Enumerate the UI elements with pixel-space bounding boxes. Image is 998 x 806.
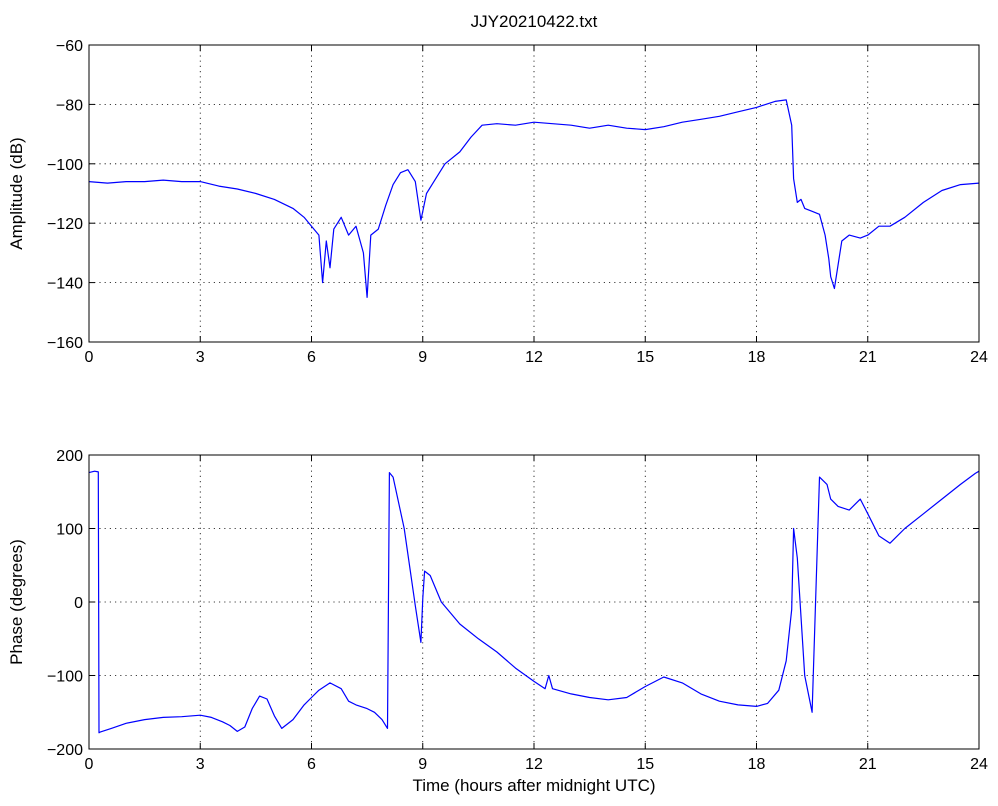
phase-ylabel: Phase (degrees) [7,539,26,665]
phase-ytick-label: 200 [56,448,83,465]
phase-ytick-label: −200 [47,742,83,759]
amplitude-ytick-label: −160 [47,335,83,352]
phase-xtick-label: 9 [418,756,427,773]
phase-xtick-label: 3 [196,756,205,773]
phase-xlabel: Time (hours after midnight UTC) [412,776,655,795]
phase-xtick-label: 18 [748,756,766,773]
phase-xtick-label: 15 [636,756,654,773]
amplitude-plot: 0 3 6 9 12 15 18 21 24 −160 −140 −120 −100 −80 −60 Ampl… [7,38,988,366]
amplitude-xtick-label: 24 [970,349,988,366]
phase-trace [88,470,980,734]
amplitude-ytick-label: −120 [47,216,83,233]
amplitude-ytick-label: −80 [56,97,83,114]
phase-ytick-label: −100 [47,669,83,686]
phase-plot: 0 3 6 9 12 15 18 21 24 −200 −100 0 100 200 Phase (degr… [7,448,988,795]
phase-ytick-label: 0 [74,595,83,612]
amplitude-ytick-label: −100 [47,157,83,174]
phase-xtick-label: 21 [859,756,877,773]
phase-ytick-label: 100 [56,522,83,539]
amplitude-xtick-label: 9 [418,349,427,366]
amplitude-ytick-label: −140 [47,276,83,293]
amplitude-xtick-label: 15 [636,349,654,366]
amplitude-trace [88,99,980,298]
amplitude-ytick-label: −60 [56,38,83,55]
phase-xtick-label: 12 [525,756,543,773]
amplitude-xtick-label: 12 [525,349,543,366]
amplitude-xtick-label: 0 [85,349,94,366]
amplitude-xtick-label: 3 [196,349,205,366]
phase-xtick-label: 6 [307,756,316,773]
amplitude-xtick-label: 18 [748,349,766,366]
amplitude-xtick-label: 6 [307,349,316,366]
amplitude-xtick-label: 21 [859,349,877,366]
chart-title: JJY20210422.txt [471,12,598,31]
amplitude-ylabel: Amplitude (dB) [7,137,26,249]
phase-xtick-label: 0 [85,756,94,773]
phase-xtick-label: 24 [970,756,988,773]
